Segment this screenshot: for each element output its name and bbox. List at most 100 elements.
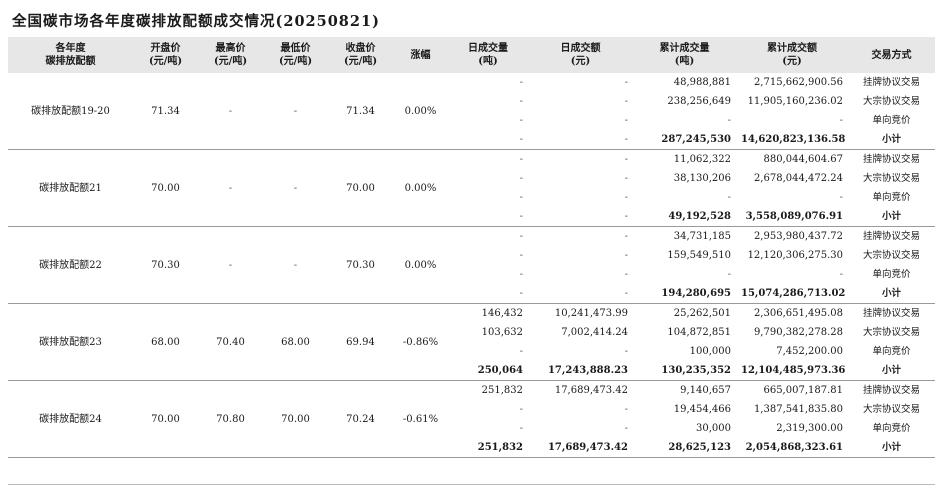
cumulative-amount-cell: 2,306,651,495.08 xyxy=(753,308,843,319)
daily-amount-cell: - xyxy=(624,231,628,242)
daily-amount-cell: - xyxy=(624,77,628,88)
high-price-cell: - xyxy=(198,73,263,150)
quota-name-cell: 碳排放配额22 xyxy=(8,226,133,304)
subtotal-label: 小计 xyxy=(848,130,935,150)
cumulative-amount-cell: 2,953,980,437.72 xyxy=(753,231,843,242)
subtotal-label: 小计 xyxy=(848,438,935,458)
change-cell: 0.00% xyxy=(393,73,448,150)
subtotal-cumulative-amount: 3,558,089,076.91 xyxy=(736,207,848,227)
trade-method-cell: 单向竞价 xyxy=(872,115,911,126)
table-body: 碳排放配额19-20 71.34- -71.34 0.00% - -48,988,881 2… xyxy=(8,73,935,458)
header-high-price: 最高价 (元/吨) xyxy=(198,37,263,73)
open-price-cell: 68.00 xyxy=(133,303,198,381)
open-price-cell: 70.30 xyxy=(133,226,198,304)
subtotal-row: - -49,192,528 3,558,089,076.91 小计 xyxy=(8,207,935,227)
daily-amount-cell: - xyxy=(624,423,628,434)
high-price-cell: 70.80 xyxy=(198,380,263,458)
quota-name-cell: 碳排放配额19-20 xyxy=(8,73,133,150)
change-cell: 0.00% xyxy=(393,149,448,227)
header-close-price: 收盘价 (元/吨) xyxy=(328,37,393,73)
carbon-quota-trading-table: 各年度 碳排放配额 开盘价 (元/吨) 最高价 (元/吨) 最低价 (元/吨) 收盘价(… xyxy=(8,37,935,458)
cumulative-volume-cell: 238,256,649 xyxy=(667,96,731,107)
daily-volume-cell: - xyxy=(519,346,523,357)
low-price-cell: - xyxy=(263,226,328,304)
table-row: 碳排放配额19-20 71.34- -71.34 0.00% - -48,988,881 2… xyxy=(8,73,935,150)
cumulative-volume-cell: 38,130,206 xyxy=(673,173,731,184)
table-row: - - 100,000 7,452,200.00 单向竞价 xyxy=(8,342,935,361)
previous-text-clipped xyxy=(0,0,943,5)
cumulative-volume-cell: 9,140,657 xyxy=(680,385,731,396)
daily-volume-cell: 146,432 xyxy=(481,308,523,319)
trade-method-cell: 大宗协议交易 xyxy=(862,250,920,261)
table-row: 碳排放配额24 70.00 70.80 70.00 70.24 -0.61% 251,832… xyxy=(8,380,935,458)
cumulative-amount-cell: 12,120,306,275.30 xyxy=(747,250,843,261)
daily-amount-cell: - xyxy=(624,346,628,357)
close-price-cell: 70.00 xyxy=(328,149,393,227)
daily-volume-cell: - xyxy=(519,250,523,261)
cumulative-volume-cell: 104,872,851 xyxy=(667,327,731,338)
trade-method-cell: 挂牌协议交易 xyxy=(862,77,920,88)
daily-amount-cell: - xyxy=(624,250,628,261)
trade-method-cell: 挂牌协议交易 xyxy=(862,154,920,165)
trade-method-cell: 挂牌协议交易 xyxy=(862,308,920,319)
subtotal-cumulative-volume: 130,235,352 xyxy=(633,361,736,381)
high-price-cell: - xyxy=(198,226,263,304)
daily-amount-cell: 10,241,473.99 xyxy=(554,308,628,319)
subtotal-daily-volume: - xyxy=(448,207,528,227)
open-price-cell: 70.00 xyxy=(133,380,198,458)
header-cumulative-volume: 累计成交量 (吨) xyxy=(633,37,736,73)
daily-volume-cell: - xyxy=(519,192,523,203)
cumulative-amount-cell: 11,905,160,236.02 xyxy=(747,96,843,107)
change-cell: -0.61% xyxy=(393,380,448,458)
cumulative-volume-cell: 30,000 xyxy=(696,423,731,434)
subtotal-cumulative-volume: 194,280,695 xyxy=(633,284,736,304)
cumulative-amount-cell: 665,007,187.81 xyxy=(763,385,843,396)
subtotal-cumulative-volume: 287,245,530 xyxy=(633,130,736,150)
quota-name-cell: 碳排放配额24 xyxy=(8,380,133,458)
subtotal-daily-volume: 250,064 xyxy=(448,361,528,381)
trade-method-cell: 单向竞价 xyxy=(872,192,911,203)
daily-volume-cell: - xyxy=(519,423,523,434)
change-cell: -0.86% xyxy=(393,303,448,381)
subtotal-daily-volume: - xyxy=(448,130,528,150)
subtotal-row: 251,832 17,689,473.42 28,625,123 2,054,868,… xyxy=(8,438,935,458)
daily-volume-cell: - xyxy=(519,96,523,107)
subtotal-daily-amount: - xyxy=(528,130,633,150)
daily-volume-cell: 251,832 xyxy=(481,385,523,396)
subtotal-label: 小计 xyxy=(848,361,935,381)
bottom-divider xyxy=(8,484,935,485)
quota-name-cell: 碳排放配额23 xyxy=(8,303,133,381)
table-row: 碳排放配额23 68.00 70.40 68.00 69.94 -0.86% 146,432… xyxy=(8,303,935,381)
subtotal-daily-volume: - xyxy=(448,284,528,304)
cumulative-volume-cell: 159,549,510 xyxy=(667,250,731,261)
open-price-cell: 70.00 xyxy=(133,149,198,227)
cumulative-volume-cell: - xyxy=(727,115,731,126)
trade-method-cell: 单向竞价 xyxy=(872,269,911,280)
subtotal-daily-amount: 17,689,473.42 xyxy=(528,438,633,458)
subtotal-cumulative-amount: 14,620,823,136.58 xyxy=(736,130,848,150)
subtotal-cumulative-amount: 2,054,868,323.61 xyxy=(736,438,848,458)
daily-volume-cell: - xyxy=(519,231,523,242)
subtotal-cumulative-amount: 15,074,286,713.02 xyxy=(736,284,848,304)
low-price-cell: 70.00 xyxy=(263,380,328,458)
header-daily-volume: 日成交量 (吨) xyxy=(448,37,528,73)
cumulative-volume-cell: 11,062,322 xyxy=(673,154,731,165)
cumulative-volume-cell: 25,262,501 xyxy=(673,308,731,319)
subtotal-cumulative-volume: 28,625,123 xyxy=(633,438,736,458)
subtotal-daily-amount: - xyxy=(528,284,633,304)
cumulative-amount-cell: - xyxy=(839,269,843,280)
cumulative-amount-cell: 2,319,300.00 xyxy=(776,423,843,434)
high-price-cell: - xyxy=(198,149,263,227)
daily-volume-cell: - xyxy=(519,154,523,165)
trade-method-cell: 大宗协议交易 xyxy=(862,327,920,338)
cumulative-amount-cell: 880,044,604.67 xyxy=(763,154,843,165)
header-open-price: 开盘价 (元/吨) xyxy=(133,37,198,73)
cumulative-amount-cell: 2,715,662,900.56 xyxy=(753,77,843,88)
subtotal-row: - -287,245,530 14,620,823,136.58 小计 xyxy=(8,130,935,150)
cumulative-volume-cell: 48,988,881 xyxy=(673,77,731,88)
daily-volume-cell: - xyxy=(519,115,523,126)
subtotal-cumulative-volume: 49,192,528 xyxy=(633,207,736,227)
subtotal-daily-amount: 17,243,888.23 xyxy=(528,361,633,381)
cumulative-volume-cell: 34,731,185 xyxy=(673,231,731,242)
trade-method-cell: 大宗协议交易 xyxy=(862,404,920,415)
